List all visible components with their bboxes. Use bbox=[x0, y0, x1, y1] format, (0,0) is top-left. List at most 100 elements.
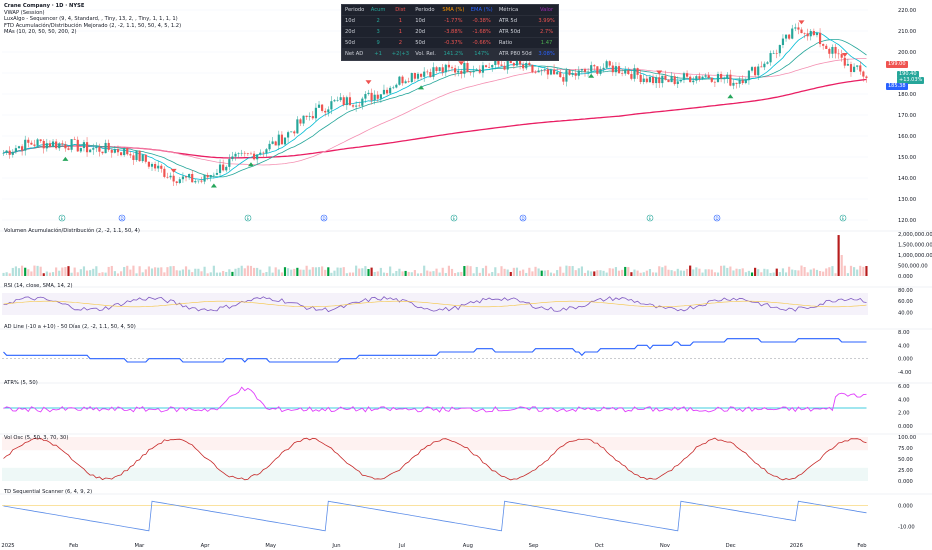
vol-osc-tick-label: 50.00 bbox=[898, 457, 913, 463]
volume-bar bbox=[713, 272, 716, 276]
volume-bar bbox=[565, 265, 568, 276]
volume-bar bbox=[750, 272, 754, 276]
candle-body bbox=[865, 76, 868, 78]
candle-body bbox=[447, 64, 451, 68]
last-price-tag: 190.40 bbox=[897, 71, 919, 78]
candle-body bbox=[150, 163, 154, 167]
ma-10-line bbox=[3, 32, 867, 181]
candle-body bbox=[104, 142, 107, 154]
candle-body bbox=[624, 70, 627, 74]
volume-bar bbox=[676, 268, 679, 276]
volume-bar bbox=[651, 272, 655, 276]
candle-body bbox=[568, 70, 571, 75]
volume-bar bbox=[67, 266, 70, 276]
buy-signal-icon bbox=[210, 183, 217, 188]
change-percent-tag: +13.03% bbox=[897, 77, 925, 84]
atr-pane bbox=[3, 386, 867, 413]
candle-body bbox=[633, 68, 636, 79]
volume-bar bbox=[639, 272, 642, 276]
candle-body bbox=[265, 149, 268, 154]
event-marker-label: D bbox=[120, 216, 123, 221]
rsi-tick-label: 80.00 bbox=[898, 288, 913, 294]
volume-bar bbox=[231, 271, 234, 276]
candle-body bbox=[419, 73, 423, 77]
volume-bar bbox=[738, 269, 741, 276]
volume-bar bbox=[166, 267, 169, 276]
candle-body bbox=[17, 146, 21, 149]
candle-body bbox=[463, 62, 466, 74]
candle-body bbox=[361, 98, 364, 106]
volume-bar bbox=[92, 268, 95, 276]
stat-cell: 1 bbox=[388, 15, 413, 27]
candle-body bbox=[846, 64, 849, 66]
vol-osc-tick-label: 0.000 bbox=[898, 479, 913, 485]
volume-bar bbox=[2, 272, 5, 276]
sell-signal-icon bbox=[656, 70, 663, 75]
candle-body bbox=[454, 68, 457, 73]
x-tick-label: 2025 bbox=[1, 543, 14, 549]
volume-bar bbox=[633, 269, 636, 276]
volume-bar bbox=[655, 272, 658, 276]
candle-body bbox=[639, 74, 642, 83]
event-marker: E bbox=[646, 214, 654, 222]
candle-body bbox=[30, 142, 33, 145]
volume-bar bbox=[760, 272, 763, 276]
candle-body bbox=[2, 152, 5, 154]
sell-signal-icon bbox=[365, 80, 372, 85]
stat-header: Métrica bbox=[495, 5, 536, 16]
volume-bar bbox=[441, 267, 444, 276]
volume-bar bbox=[200, 271, 203, 276]
td-pane-title: TD Sequential Scanner (6, 4, 9, 2) bbox=[4, 489, 93, 495]
volume-bar bbox=[237, 267, 240, 276]
candle-body bbox=[763, 63, 766, 68]
candle-body bbox=[243, 152, 246, 154]
candle-body bbox=[562, 77, 565, 82]
volume-bar bbox=[206, 273, 209, 276]
candle-body bbox=[769, 53, 772, 63]
volume-bar bbox=[763, 268, 766, 276]
candle-body bbox=[466, 62, 469, 73]
volume-bar bbox=[840, 255, 843, 276]
volume-bar bbox=[147, 266, 150, 276]
volume-bar bbox=[218, 272, 222, 276]
stat-footer: Vol. Rel. bbox=[412, 48, 440, 60]
volume-bar bbox=[426, 270, 429, 276]
volume-bar bbox=[327, 267, 330, 276]
stat-cell: 3 bbox=[367, 26, 389, 38]
volume-bar bbox=[64, 267, 67, 276]
volume-bar bbox=[126, 265, 129, 276]
candle-body bbox=[856, 65, 859, 67]
candle-body bbox=[225, 166, 228, 171]
candle-body bbox=[256, 154, 259, 160]
candle-body bbox=[416, 73, 420, 79]
stat-cell: 20d bbox=[412, 26, 440, 38]
volume-tick-label: 2,000,000.00 bbox=[898, 232, 932, 238]
volume-bar bbox=[794, 270, 797, 276]
candle-body bbox=[385, 89, 389, 94]
ad-tick-label: 8.00 bbox=[898, 330, 910, 336]
event-marker: D bbox=[519, 214, 527, 222]
candle-body bbox=[636, 68, 639, 75]
candle-body bbox=[695, 76, 698, 81]
volume-bar bbox=[784, 272, 788, 276]
stat-cell: 9 bbox=[367, 37, 389, 49]
volume-bar bbox=[222, 270, 225, 276]
event-marker-label: D bbox=[322, 216, 325, 221]
candle-body bbox=[222, 164, 225, 171]
volume-bar bbox=[621, 269, 624, 276]
candle-body bbox=[45, 143, 48, 149]
candle-body bbox=[531, 65, 534, 73]
volume-bar bbox=[614, 267, 618, 276]
candle-body bbox=[528, 62, 531, 66]
vol-osc-tick-label: 25.00 bbox=[898, 468, 913, 474]
legend-line: FTD Acumulación/Distribución Mejorado (2… bbox=[4, 22, 182, 29]
volume-bar bbox=[234, 268, 237, 276]
candle-body bbox=[379, 94, 382, 99]
candle-body bbox=[172, 175, 175, 182]
candle-body bbox=[849, 64, 853, 72]
volume-bar bbox=[716, 272, 720, 276]
candle-body bbox=[738, 80, 741, 84]
volume-bar bbox=[568, 266, 571, 276]
volume-bar bbox=[262, 272, 265, 276]
candle-body bbox=[797, 27, 800, 30]
